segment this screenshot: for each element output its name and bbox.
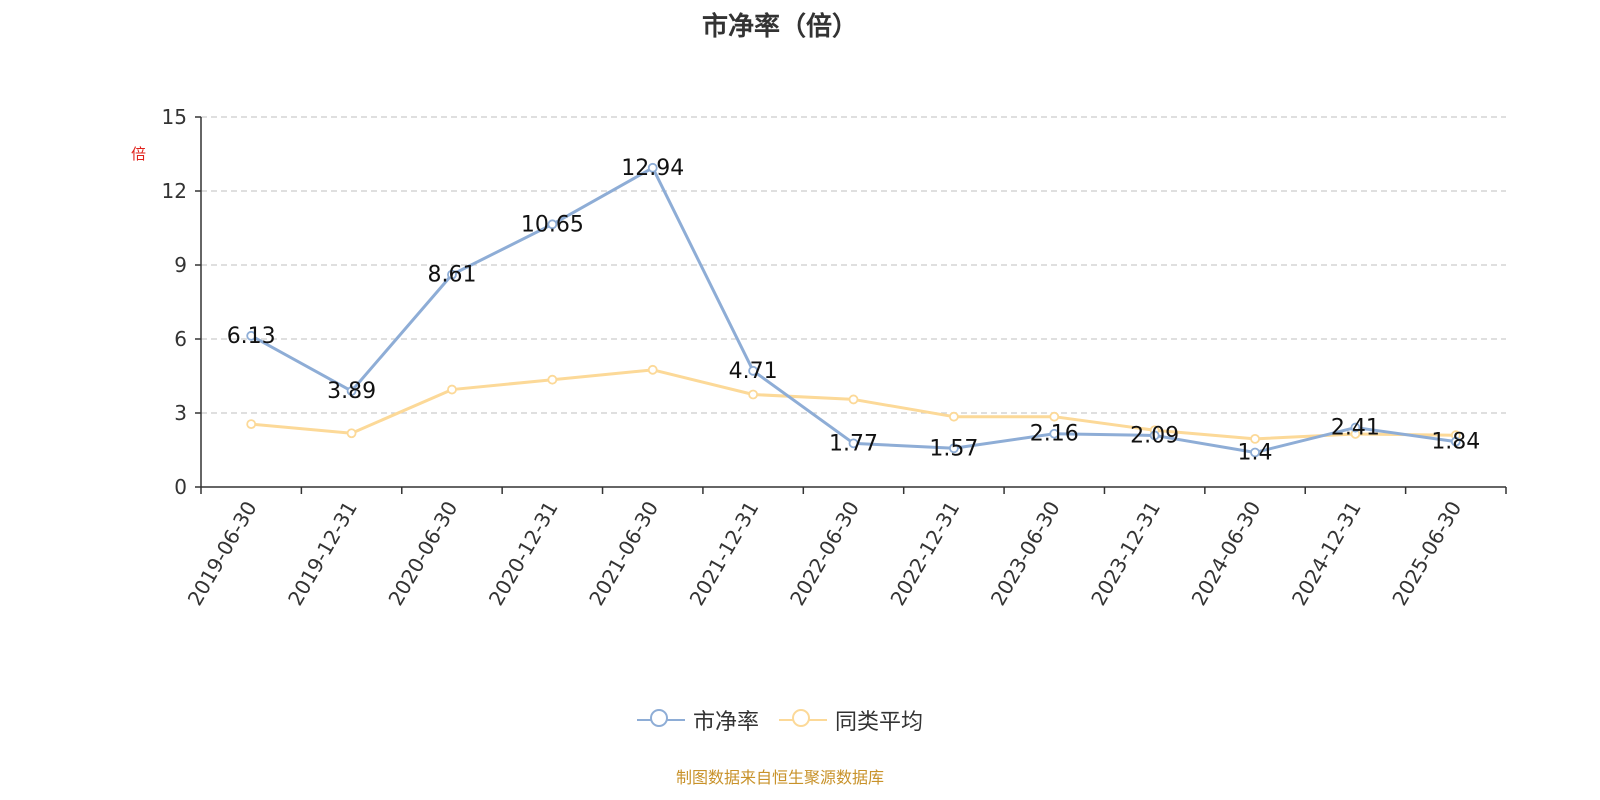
data-label: 1.4 <box>1238 440 1273 465</box>
data-point-pb <box>246 330 257 341</box>
data-source-note: 制图数据来自恒生聚源数据库 <box>675 768 884 787</box>
chart-title: 市净率（倍） <box>701 12 858 42</box>
data-label: 2.41 <box>1331 416 1380 441</box>
line-chart: 0 3 6 9 12 15 2019-06-30 2019-12-31 2020-06-30 20… <box>162 105 1507 610</box>
data-point-peer-average <box>647 364 658 375</box>
x-tick-label: 2024-06-30 <box>1187 497 1266 610</box>
legend: 市净率 同类平均 <box>0 704 1560 736</box>
x-tick-label: 2023-12-31 <box>1086 497 1165 610</box>
y-tick-label: 15 <box>162 105 187 129</box>
y-tick-label: 12 <box>162 179 187 203</box>
legend-item-pb[interactable]: 市净率 <box>636 704 759 736</box>
x-tick-label: 2022-06-30 <box>785 497 864 610</box>
data-point-pb <box>748 365 759 376</box>
data-point-pb <box>346 386 357 396</box>
y-tick-label: 6 <box>174 327 187 351</box>
data-point-peer-average <box>447 384 457 395</box>
data-point-peer-average <box>547 374 558 385</box>
series-line-pb <box>250 166 1457 454</box>
data-point-pb <box>1450 436 1461 447</box>
data-point-peer-average <box>1049 411 1060 422</box>
series-line-peer-average <box>251 368 1456 441</box>
y-tick-label: 3 <box>174 401 187 425</box>
x-tick-label: 2023-06-30 <box>986 497 1065 610</box>
data-point-pb <box>848 438 859 449</box>
data-label: 2.16 <box>1030 422 1079 447</box>
data-point-pb <box>1049 428 1060 439</box>
x-tick-label: 2019-06-30 <box>183 497 262 610</box>
data-point-pb <box>1250 447 1260 458</box>
data-label: 1.84 <box>1431 430 1480 455</box>
data-point-pb <box>948 443 959 454</box>
legend-label-peer-average: 同类平均 <box>835 710 924 735</box>
y-tick-label: 0 <box>174 475 187 499</box>
data-label: 1.77 <box>829 431 878 456</box>
data-label: 1.57 <box>929 436 978 461</box>
legend-label-pb: 市净率 <box>692 710 759 735</box>
data-point-peer-average <box>948 411 959 422</box>
data-label: 2.09 <box>1130 423 1179 448</box>
x-tick-label: 2025-06-30 <box>1387 497 1466 610</box>
legend-item-peer-average[interactable]: 同类平均 <box>779 704 923 736</box>
data-point-peer-average <box>848 394 859 405</box>
data-point-pb <box>547 219 558 230</box>
data-point-pb <box>1149 430 1160 441</box>
x-tick-label: 2021-12-31 <box>685 497 764 610</box>
data-label: 6.13 <box>227 324 276 349</box>
data-label: 4.71 <box>729 359 778 384</box>
data-point-pb <box>647 162 658 173</box>
data-label: 8.61 <box>427 263 476 288</box>
legend-marker-peer-average <box>779 708 827 732</box>
data-label: 3.89 <box>327 379 376 404</box>
x-tick-label: 2019-12-31 <box>283 497 362 610</box>
y-tick-label: 9 <box>174 253 187 277</box>
data-label: 10.65 <box>521 212 584 237</box>
x-tick-label: 2021-06-30 <box>584 497 663 610</box>
x-tick-label: 2024-12-31 <box>1287 497 1366 610</box>
data-point-pb <box>1350 422 1361 433</box>
data-point-peer-average <box>346 428 357 439</box>
data-point-peer-average <box>748 389 759 400</box>
data-point-pb <box>447 269 457 280</box>
data-label: 12.94 <box>621 156 684 181</box>
data-point-peer-average <box>246 419 257 430</box>
y-axis-label: 倍 <box>129 146 147 161</box>
x-tick-label: 2020-06-30 <box>383 497 462 610</box>
x-tick-label: 2020-12-31 <box>484 497 563 610</box>
legend-marker-pb <box>636 708 685 732</box>
x-tick-label: 2022-12-31 <box>885 497 964 610</box>
data-point-peer-average <box>1250 433 1260 444</box>
